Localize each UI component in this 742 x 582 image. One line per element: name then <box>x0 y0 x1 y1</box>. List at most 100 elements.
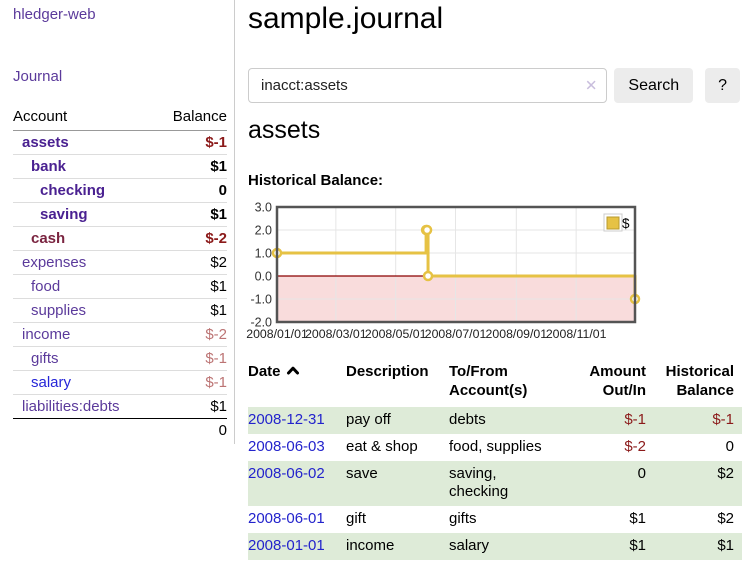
register-date-cell: 2008-12-31 <box>248 407 346 434</box>
chart-y-tick-label: -2.0 <box>250 316 272 330</box>
register-balance-cell: $2 <box>717 510 734 527</box>
sidebar-account-link[interactable]: income <box>22 326 71 343</box>
sidebar-account-balance: $1 <box>210 278 227 295</box>
register-balance-cell: $1 <box>717 537 734 554</box>
accounts-table-header: Account Balance <box>13 106 227 131</box>
register-amount-cell: $-1 <box>624 411 646 428</box>
chart-border <box>275 205 637 324</box>
sort-ascending-icon <box>286 366 299 375</box>
sidebar-account-row: bank $1 <box>13 155 227 179</box>
register-row: 2008-01-01 income salary $1 $1 <box>248 533 742 560</box>
register-balance-cell: 0 <box>725 438 734 455</box>
register-date-link[interactable]: 2008-01-01 <box>248 537 325 554</box>
register-date-cell: 2008-06-02 <box>248 461 346 506</box>
register-amount-cell: $1 <box>629 510 646 527</box>
sidebar-account-row: expenses $2 <box>13 251 227 275</box>
sidebar-item-journal[interactable]: Journal <box>13 68 63 85</box>
accounts-header-balance: Balance <box>172 108 227 125</box>
chart-x-tick-label: 2008/11/01 <box>546 327 607 341</box>
sidebar-account-link[interactable]: food <box>31 278 61 295</box>
sidebar-account-link[interactable]: cash <box>31 230 66 247</box>
sidebar-account-row: saving $1 <box>13 203 227 227</box>
chart-x-tick-label: 2008/07/01 <box>425 327 487 341</box>
sidebar-account-link[interactable]: liabilities:debts <box>22 398 120 415</box>
sidebar-account-balance: $-1 <box>205 374 227 391</box>
clear-search-icon[interactable]: ✕ <box>584 77 598 94</box>
sidebar-account-balance: $1 <box>210 158 227 175</box>
sidebar-account-link[interactable]: assets <box>22 134 69 151</box>
chart-y-tick-label: 1.0 <box>255 247 272 261</box>
register-description-cell: income <box>346 537 395 554</box>
chart-legend-swatch <box>606 216 620 230</box>
chart-x-tick-label: 2008/01/01 <box>246 327 308 341</box>
sidebar-account-balance: 0 <box>218 182 227 199</box>
accounts-rows: assets $-1 bank $1 checking 0 saving $1 cash $-2 e… <box>13 131 227 418</box>
search-button[interactable]: Search <box>614 68 694 103</box>
main-content: sample.journal ✕ Search ? assets Histori… <box>246 0 742 582</box>
register-balance-cell: $-1 <box>712 411 734 428</box>
sidebar-divider <box>234 0 235 444</box>
chart-y-tick-label: 2.0 <box>255 224 272 238</box>
sidebar-account-link[interactable]: expenses <box>22 254 87 271</box>
register-amount-cell: 0 <box>637 465 646 482</box>
sidebar-account-link[interactable]: saving <box>40 206 88 223</box>
sidebar-account-balance: $-1 <box>205 134 227 151</box>
register-date-link[interactable]: 2008-12-31 <box>248 411 325 428</box>
app-brand-link[interactable]: hledger-web <box>13 6 96 23</box>
register-date-link[interactable]: 2008-06-01 <box>248 510 325 527</box>
help-button[interactable]: ? <box>705 68 740 103</box>
register-date-cell: 2008-06-01 <box>248 506 346 533</box>
sidebar-account-balance: $-1 <box>205 350 227 367</box>
sidebar-account-row: liabilities:debts $1 <box>13 395 227 418</box>
chart-legend-label: $ <box>622 216 630 231</box>
sidebar-account-row: income $-2 <box>13 323 227 347</box>
register-table: Date Description To/From Account(s) Amou… <box>248 360 742 560</box>
register-accounts-cell: saving, checking <box>449 465 509 500</box>
register-description-cell: save <box>346 465 378 482</box>
register-accounts-cell: gifts <box>449 510 477 527</box>
sidebar-account-link[interactable]: supplies <box>31 302 87 319</box>
chart-x-tick-label: 2008/03/01 <box>305 327 367 341</box>
register-amount-cell: $1 <box>629 537 646 554</box>
sidebar-account-link[interactable]: checking <box>40 182 106 199</box>
register-accounts-cell: food, supplies <box>449 438 542 455</box>
register-row: 2008-06-02 save saving, checking 0 $2 <box>248 461 742 506</box>
register-date-link[interactable]: 2008-06-03 <box>248 438 325 455</box>
register-accounts-cell: salary <box>449 537 490 554</box>
register-header-description: Description <box>346 363 429 380</box>
register-row: 2008-12-31 pay off debts $-1 $-1 <box>248 407 742 434</box>
chart-data-point[interactable] <box>421 224 433 236</box>
register-header-balance: Historical Balance <box>665 363 734 399</box>
search-form: ✕ Search ? <box>248 68 740 103</box>
historical-balance-label: Historical Balance: <box>248 172 384 189</box>
sidebar-account-link[interactable]: bank <box>31 158 67 175</box>
register-accounts-cell: debts <box>449 411 486 428</box>
historical-balance-chart: $3.0 2.0 1.0 0.0 -1.0 -2.0 2008/01/01 2008/03/0… <box>246 201 742 352</box>
sidebar-account-row: gifts $-1 <box>13 347 227 371</box>
search-input[interactable] <box>248 68 608 103</box>
sidebar-account-row: food $1 <box>13 275 227 299</box>
register-date-cell: 2008-06-03 <box>248 434 346 461</box>
register-balance-cell: $2 <box>717 465 734 482</box>
sidebar-account-link[interactable]: gifts <box>31 350 59 367</box>
register-date-link[interactable]: 2008-06-02 <box>248 465 325 482</box>
sidebar-account-row: checking 0 <box>13 179 227 203</box>
sidebar-account-link[interactable]: salary <box>31 374 72 391</box>
register-header-amount: Amount Out/In <box>589 363 646 399</box>
sidebar: hledger-web Journal Account Balance asse… <box>13 0 227 460</box>
chart-x-tick-label: 2008/05/01 <box>365 327 427 341</box>
sidebar-account-balance: $1 <box>210 206 227 223</box>
register-description-cell: gift <box>346 510 367 527</box>
sidebar-account-balance: $-2 <box>205 230 227 247</box>
register-description-cell: pay off <box>346 411 391 428</box>
register-date-cell: 2008-01-01 <box>248 533 346 560</box>
accounts-total-value: 0 <box>218 422 227 439</box>
register-row: 2008-06-03 eat & shop food, supplies $-2 0 <box>248 434 742 461</box>
account-heading: assets <box>248 116 321 144</box>
chart-data-point[interactable] <box>422 270 434 282</box>
sidebar-account-balance: $-2 <box>205 326 227 343</box>
register-header-date[interactable]: Date <box>248 360 346 407</box>
accounts-table: Account Balance assets $-1 bank $1 checking 0… <box>13 106 227 442</box>
chart-x-tick-label: 2008/09/01 <box>486 327 548 341</box>
sidebar-account-row: salary $-1 <box>13 371 227 395</box>
